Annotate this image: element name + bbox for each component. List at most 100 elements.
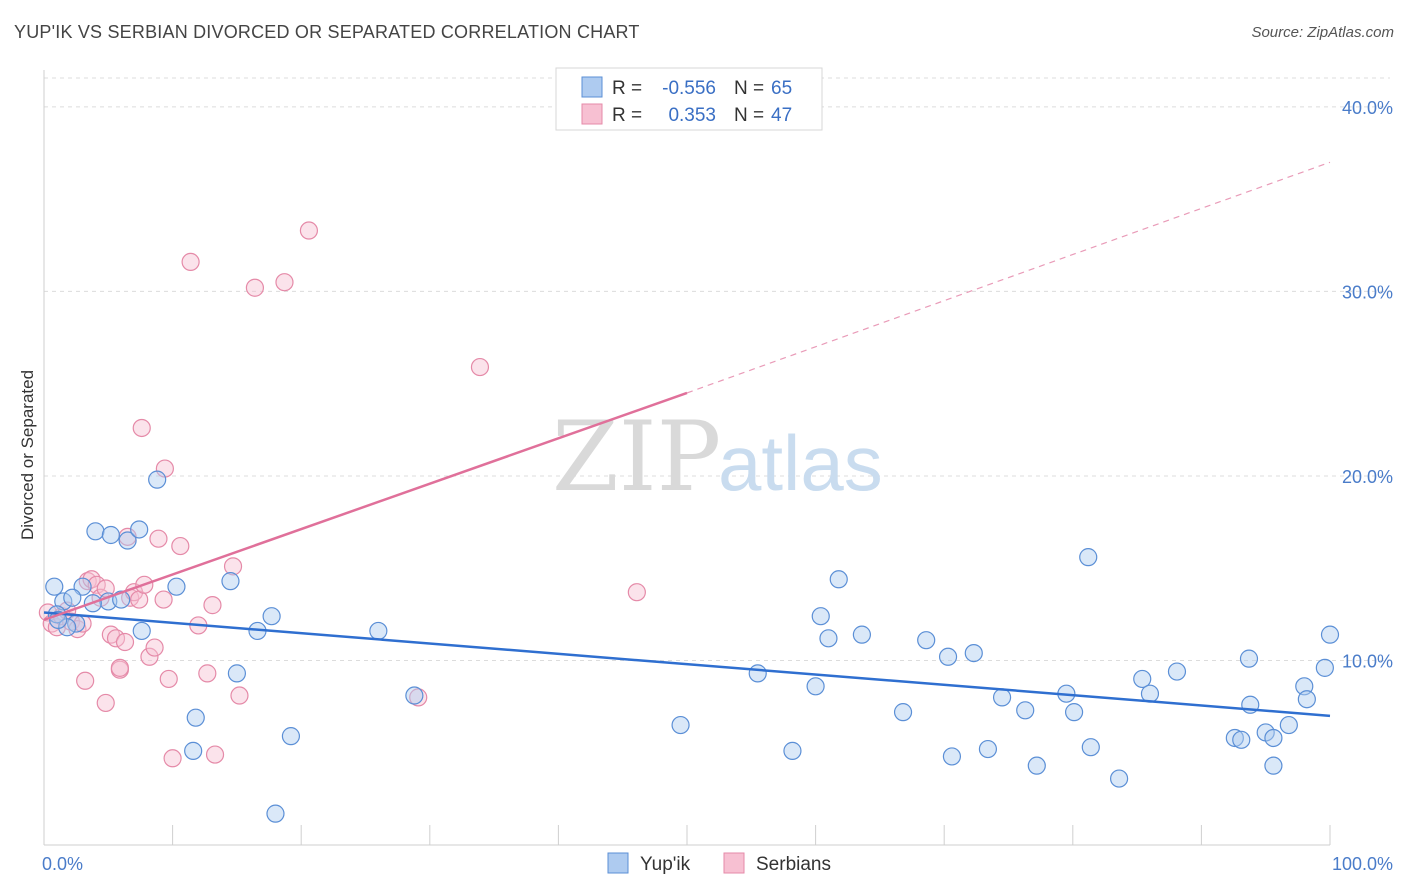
- serbians-point-14: [106, 629, 126, 648]
- yupik-point-21: [281, 727, 301, 746]
- yupik-point-0: [45, 577, 64, 596]
- serbians-point-26: [163, 749, 182, 768]
- yupik-point-51: [1239, 649, 1259, 668]
- chart-title: YUP'IK VS SERBIAN DIVORCED OR SEPARATED …: [14, 22, 640, 42]
- yupik-point-63: [63, 588, 82, 607]
- yupik-point-15: [184, 741, 203, 760]
- yupik-point-23: [405, 686, 424, 705]
- serbians-point-45: [96, 693, 115, 713]
- serbians-point-24: [154, 590, 173, 609]
- grid-lines: [44, 77, 1390, 661]
- serbians-point-39: [470, 357, 490, 377]
- yupik-point-19: [262, 607, 281, 626]
- axes: [43, 70, 1331, 846]
- serbians-point-21: [140, 647, 159, 666]
- yupik-point-6: [86, 522, 105, 541]
- serbians-point-22: [145, 638, 164, 657]
- yupik-point-29: [819, 629, 838, 648]
- yupik-point-33: [917, 631, 936, 650]
- serbians-point-34: [230, 686, 249, 705]
- correlation-legend: R = -0.556 N = 65 R = 0.353 N = 47: [555, 67, 823, 131]
- yupik-point-48: [1167, 662, 1187, 681]
- yupik-point-11: [132, 621, 151, 641]
- bottom-legend-label-yupik: Yup'ik: [640, 854, 691, 875]
- serbians-point-44: [76, 671, 95, 690]
- y-tick-label-1: 20.0%: [1342, 467, 1393, 487]
- yupik-point-28: [811, 607, 830, 626]
- legend-r-value-serbians: 0.353: [668, 105, 716, 126]
- trend-line-serbians: [43, 391, 688, 622]
- yupik-point-58: [1297, 690, 1316, 709]
- yupik-point-17: [227, 664, 246, 683]
- serbians-point-23: [149, 529, 168, 548]
- yupik-point-26: [783, 741, 802, 760]
- yupik-point-14: [186, 708, 205, 727]
- serbians-point-33: [223, 557, 243, 576]
- chart-source: Source: ZipAtlas.com: [1251, 24, 1394, 41]
- legend-swatch-yupik: [581, 76, 603, 98]
- yupik-point-35: [942, 747, 962, 766]
- yupik-point-24: [671, 715, 690, 735]
- serbians-point-42: [132, 418, 151, 438]
- serbians-point-27: [171, 536, 190, 556]
- serbians-point-32: [205, 745, 225, 764]
- legend-r-value-yupik: -0.556: [662, 78, 716, 99]
- legend-n-label-yupik: N =: [734, 78, 764, 99]
- yupik-point-32: [893, 703, 913, 722]
- yupik-point-34: [938, 647, 958, 666]
- yupik-point-31: [852, 625, 871, 644]
- series-yupik-points: [45, 470, 1340, 823]
- yupik-point-42: [1064, 703, 1084, 722]
- y-tick-label-3: 40.0%: [1342, 98, 1393, 118]
- trend-lines: [43, 161, 1331, 718]
- yupik-point-39: [1016, 701, 1035, 720]
- legend-r-label-serbians: R =: [612, 105, 642, 126]
- yupik-point-5: [73, 577, 92, 596]
- yupik-point-54: [1264, 728, 1283, 748]
- serbians-point-36: [275, 273, 294, 292]
- serbians-point-28: [181, 252, 200, 272]
- yupik-point-40: [1027, 756, 1046, 775]
- legend-r-label-yupik: R =: [612, 78, 642, 99]
- yupik-point-38: [992, 688, 1012, 707]
- yupik-point-59: [1315, 658, 1334, 677]
- watermark-zip: ZIP: [552, 401, 721, 513]
- x-tick-labels: 0.0% 100.0%: [42, 854, 1393, 874]
- legend-n-label-serbians: N =: [734, 105, 764, 126]
- yupik-point-27: [806, 677, 825, 696]
- yupik-point-22: [369, 621, 388, 641]
- yupik-point-60: [1320, 625, 1340, 644]
- serbians-point-40: [627, 583, 646, 602]
- bottom-legend-swatch-yupik: [607, 852, 629, 874]
- yupik-point-30: [829, 570, 848, 589]
- y-axis-label: Divorced or Separated: [18, 370, 37, 540]
- yupik-point-9: [118, 531, 137, 550]
- yupik-point-49: [1225, 728, 1244, 748]
- yupik-point-37: [978, 739, 998, 759]
- trend-line-yupik: [43, 611, 1331, 718]
- series-legend: Yup'ik Serbians: [607, 852, 831, 875]
- yupik-point-8: [101, 525, 120, 545]
- serbians-point-25: [159, 669, 178, 689]
- x-tick-label-0: 0.0%: [42, 854, 83, 874]
- yupik-point-55: [1264, 756, 1283, 775]
- yupik-point-44: [1081, 738, 1100, 757]
- yupik-point-25: [748, 664, 767, 683]
- legend-n-value-yupik: 65: [771, 78, 792, 99]
- yupik-point-20: [266, 804, 285, 823]
- yupik-point-16: [221, 572, 240, 591]
- y-tick-label-0: 10.0%: [1342, 651, 1393, 671]
- y-tick-label-2: 30.0%: [1342, 282, 1393, 302]
- bottom-legend-label-serbians: Serbians: [756, 854, 831, 875]
- serbians-point-16: [115, 632, 135, 652]
- yupik-point-56: [1279, 715, 1298, 735]
- watermark-atlas: atlas: [718, 419, 883, 507]
- bottom-legend-swatch-serbians: [723, 852, 745, 874]
- legend-swatch-serbians: [581, 103, 603, 125]
- serbians-point-31: [203, 596, 222, 615]
- yupik-point-45: [1109, 769, 1129, 788]
- yupik-point-10: [130, 520, 149, 539]
- x-tick-label-1: 100.0%: [1332, 854, 1393, 874]
- yupik-point-50: [1232, 730, 1251, 749]
